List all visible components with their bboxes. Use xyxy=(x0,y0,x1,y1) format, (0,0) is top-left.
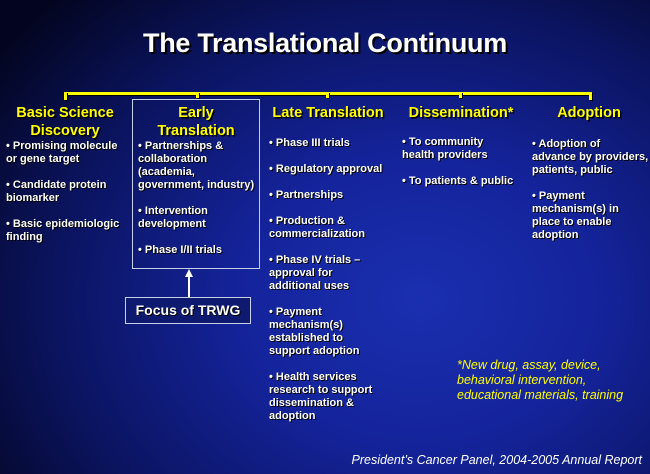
list-item: • Candidate protein biomarker xyxy=(6,179,107,204)
stage-heading-basic-science: Basic Science Discovery xyxy=(16,105,114,139)
list-item: • Health services research to support di… xyxy=(269,371,373,422)
slide-title: The Translational Continuum xyxy=(143,28,507,58)
list-item: • To patients & public xyxy=(402,175,514,187)
early-translation-box xyxy=(132,99,260,269)
list-item: • Adoption of advance by providers, pati… xyxy=(532,138,649,176)
dissemination-list: • To community health providers • To pat… xyxy=(402,136,526,201)
list-item: • Phase I/II trials xyxy=(138,244,222,256)
list-item: • Intervention development xyxy=(138,205,208,230)
footnote: *New drug, assay, device, behavioral int… xyxy=(457,358,624,402)
source-citation: President’s Cancer Panel, 2004-2005 Annu… xyxy=(351,453,642,467)
list-item: • Promising molecule or gene target xyxy=(6,140,118,165)
list-item: • Production & commercialization xyxy=(269,215,365,240)
list-item: • Partnerships xyxy=(269,189,344,201)
list-item: • Regulatory approval xyxy=(269,163,383,175)
list-item: • Payment mechanism(s) in place to enabl… xyxy=(532,190,619,241)
list-item: • Phase IV trials – approval for additio… xyxy=(269,254,361,292)
stage-heading-adoption: Adoption xyxy=(557,105,621,121)
stage-heading-late-translation: Late Translation xyxy=(272,105,384,121)
early-translation-list: • Partnerships & collaboration (academia… xyxy=(138,140,262,270)
stage-heading-dissemination: Dissemination* xyxy=(408,105,514,121)
arrow-up-icon xyxy=(185,269,193,277)
list-item: • Phase III trials xyxy=(269,137,350,149)
adoption-list: • Adoption of advance by providers, pati… xyxy=(532,138,650,255)
stage-heading-early-translation: Early Translation xyxy=(157,105,235,139)
arrow-line xyxy=(188,276,190,297)
list-item: • Basic epidemiologic finding xyxy=(6,218,120,243)
focus-label-box: Focus of TRWG xyxy=(125,297,251,324)
list-item: • Partnerships & collaboration (academia… xyxy=(138,140,255,191)
list-item: • Payment mechanism(s) established to su… xyxy=(269,306,360,357)
list-item: • To community health providers xyxy=(402,136,488,161)
late-translation-list: • Phase III trials • Regulatory approval… xyxy=(269,137,399,436)
basic-science-list: • Promising molecule or gene target • Ca… xyxy=(6,140,132,257)
